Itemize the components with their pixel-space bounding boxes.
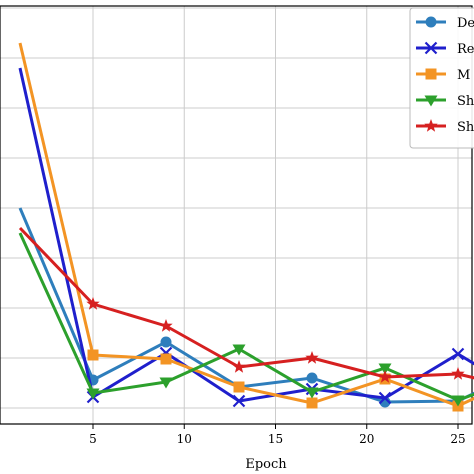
series-group bbox=[18, 42, 474, 412]
legend-entry: Sh bbox=[416, 119, 474, 135]
x-axis-label: Epoch bbox=[245, 457, 287, 472]
series-point bbox=[159, 377, 173, 389]
series-point bbox=[87, 349, 99, 361]
series-point bbox=[86, 297, 100, 310]
legend-entry: Re bbox=[416, 41, 474, 57]
series-point bbox=[305, 387, 319, 399]
series-point bbox=[378, 391, 392, 405]
x-tick-label: 5 bbox=[89, 432, 97, 446]
legend-label: Sh bbox=[457, 120, 474, 135]
legend-marker bbox=[425, 68, 437, 80]
plot-frame bbox=[0, 5, 473, 425]
series-point bbox=[451, 395, 465, 407]
x-tick-label: 25 bbox=[450, 432, 465, 446]
legend-entry: Sh bbox=[416, 94, 474, 109]
series-point bbox=[160, 353, 172, 365]
legend: De Re M Sh Sh bbox=[409, 7, 474, 149]
series-point bbox=[305, 351, 319, 364]
legend-marker bbox=[425, 16, 437, 28]
series-line bbox=[18, 226, 474, 380]
series-point bbox=[160, 336, 172, 348]
series-5 bbox=[18, 226, 474, 383]
x-tick-labels: 5 10 15 20 25 bbox=[89, 432, 465, 446]
series-point bbox=[378, 363, 392, 375]
series-point bbox=[232, 360, 246, 373]
legend-entry: De bbox=[416, 16, 474, 31]
series-point bbox=[232, 344, 246, 356]
series-point bbox=[378, 370, 392, 383]
legend-label: De bbox=[457, 16, 474, 31]
x-tick-label: 10 bbox=[177, 432, 192, 446]
legend-label: Re bbox=[457, 42, 474, 57]
series-point bbox=[159, 319, 173, 332]
series-point bbox=[232, 394, 246, 408]
grid-lines bbox=[0, 6, 472, 424]
axes bbox=[0, 5, 473, 429]
series-line bbox=[18, 232, 474, 402]
legend-marker bbox=[424, 41, 438, 55]
x-tick-label: 20 bbox=[359, 432, 374, 446]
series-point bbox=[451, 367, 465, 380]
series-3 bbox=[18, 42, 474, 412]
series-line bbox=[18, 42, 474, 408]
legend-entry: M bbox=[416, 68, 470, 83]
series-4 bbox=[18, 232, 474, 407]
series-point bbox=[233, 381, 245, 393]
legend-marker bbox=[424, 95, 438, 107]
series-point bbox=[306, 397, 318, 409]
legend-label: M bbox=[457, 68, 470, 83]
series-point bbox=[451, 347, 465, 361]
series-point bbox=[306, 372, 318, 384]
legend-marker bbox=[424, 119, 438, 132]
series-point bbox=[86, 388, 100, 400]
legend-label: Sh bbox=[457, 94, 474, 109]
x-tick-label: 15 bbox=[268, 432, 283, 446]
